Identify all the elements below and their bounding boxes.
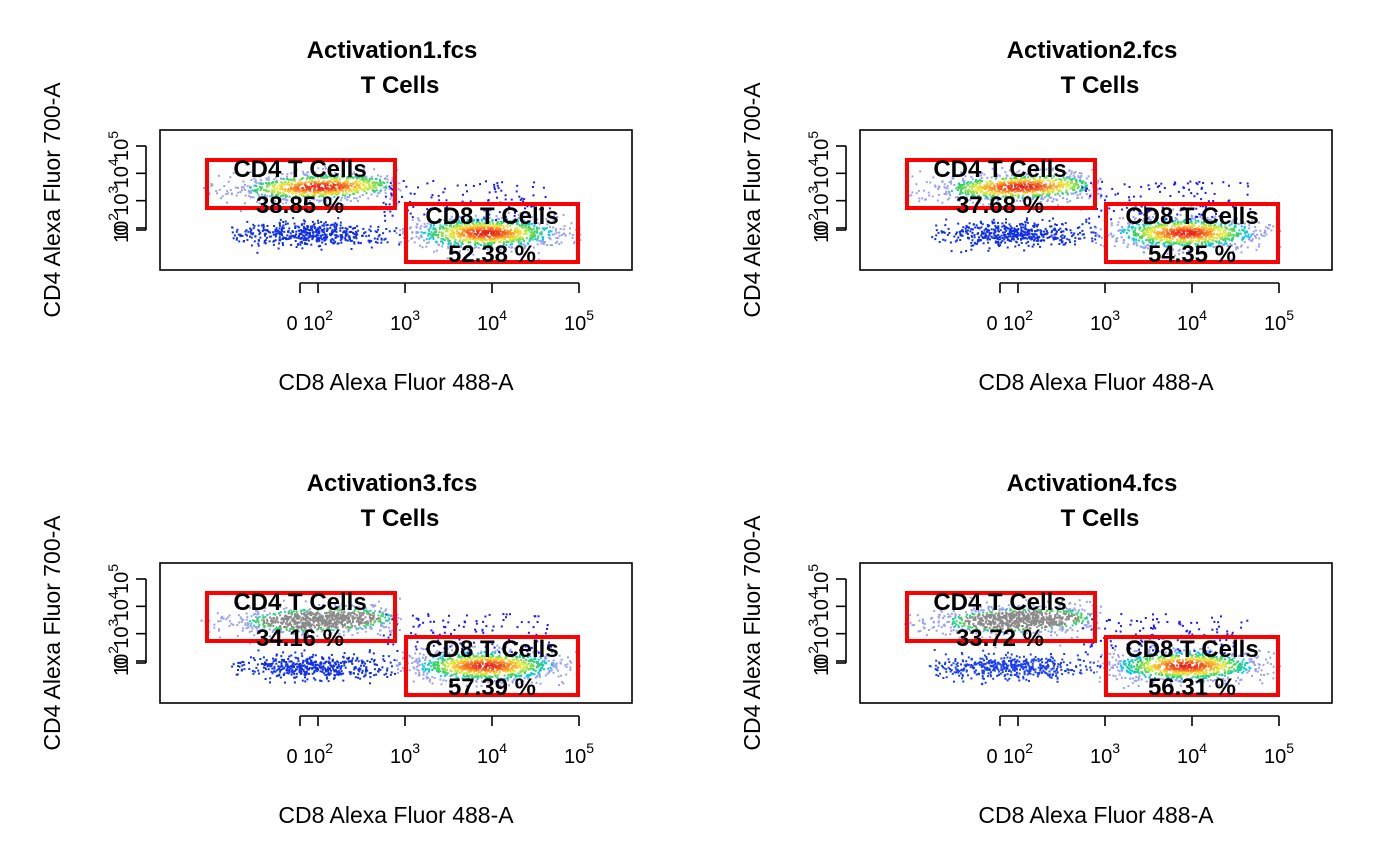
x-tick-label: 104 [1177,740,1207,768]
y-tick-label: 104 [805,158,833,188]
y-tick-label: 104 [105,591,133,621]
panel-title: Activation3.fcs [307,470,478,497]
y-tick-label: 0 [811,657,833,668]
y-tick-label: 102 [105,646,133,676]
gate-percent: 33.72 % [956,625,1044,652]
gate-name: CD4 T Cells [933,589,1066,616]
panel-subtitle: T Cells [361,72,440,99]
x-axis-label: CD8 Alexa Fluor 488-A [278,369,514,395]
gate-cd4 [905,591,1097,643]
y-tick-label: 104 [805,591,833,621]
panel-subtitle: T Cells [361,505,440,532]
panel-subtitle: T Cells [1061,505,1140,532]
x-tick-label: 104 [477,307,507,335]
y-tick-label: 0 [111,224,133,235]
panel-subtitle: T Cells [1061,72,1140,99]
gate-cd8 [404,202,580,264]
gate-name: CD4 T Cells [233,589,366,616]
gate-name: CD8 T Cells [425,636,558,663]
gate-percent: 34.16 % [256,625,344,652]
y-tick-label: 105 [805,564,833,594]
y-tick-label: 105 [805,131,833,161]
gate-cd8 [1104,202,1280,264]
x-tick-label: 105 [564,740,594,768]
gate-cd4 [905,158,1097,210]
gate-name: CD8 T Cells [1125,203,1258,230]
gate-cd4 [205,158,397,210]
plot-frame [159,129,633,271]
y-tick-label: 103 [805,185,833,215]
gate-percent: 57.39 % [448,674,536,701]
y-axis-label: CD4 Alexa Fluor 700-A [39,515,65,751]
y-tick-label: 104 [105,158,133,188]
y-tick-label: 102 [105,213,133,243]
plot-frame [859,129,1333,271]
panel-title: Activation4.fcs [1007,470,1178,497]
gate-percent: 52.38 % [448,241,536,268]
x-tick-label: 105 [564,307,594,335]
gate-percent: 54.35 % [1148,241,1236,268]
x-tick-label: 104 [1177,307,1207,335]
x-tick-label: 0 [986,746,997,768]
panel-title: Activation1.fcs [307,37,478,64]
gate-name: CD8 T Cells [425,203,558,230]
y-axis-label: CD4 Alexa Fluor 700-A [39,82,65,318]
y-axis-label: CD4 Alexa Fluor 700-A [739,82,765,318]
y-tick-label: 102 [805,646,833,676]
y-tick-label: 105 [105,131,133,161]
x-tick-label: 105 [1264,740,1294,768]
x-axis-label: CD8 Alexa Fluor 488-A [978,802,1214,828]
y-tick-label: 0 [111,657,133,668]
x-tick-label: 0 [286,746,297,768]
x-tick-label: 105 [1264,307,1294,335]
x-axis-label: CD8 Alexa Fluor 488-A [278,802,514,828]
gate-cd8 [404,635,580,697]
x-tick-label: 102 [303,307,333,335]
x-axis-label: CD8 Alexa Fluor 488-A [978,369,1214,395]
x-tick-label: 102 [1003,740,1033,768]
panel-title: Activation2.fcs [1007,37,1178,64]
y-tick-label: 103 [105,185,133,215]
density-points [904,165,1282,261]
gate-percent: 37.68 % [956,192,1044,219]
gate-cd8 [1104,635,1280,697]
x-tick-label: 103 [1090,740,1120,768]
y-tick-label: 0 [811,224,833,235]
density-points [200,593,581,688]
gate-cd4 [205,591,397,643]
density-points [203,158,582,261]
plot-frame [159,562,633,704]
x-tick-label: 102 [303,740,333,768]
x-tick-label: 103 [390,307,420,335]
x-tick-label: 103 [390,740,420,768]
y-tick-label: 105 [105,564,133,594]
gate-percent: 38.85 % [256,192,344,219]
gate-name: CD4 T Cells [933,156,1066,183]
gate-percent: 56.31 % [1148,674,1236,701]
x-tick-label: 103 [1090,307,1120,335]
plot-frame [859,562,1333,704]
y-tick-label: 102 [805,213,833,243]
y-tick-label: 103 [105,618,133,648]
x-tick-label: 104 [477,740,507,768]
x-tick-label: 102 [1003,307,1033,335]
gate-name: CD8 T Cells [1125,636,1258,663]
x-tick-label: 0 [286,313,297,335]
gate-name: CD4 T Cells [233,156,366,183]
y-tick-label: 103 [805,618,833,648]
x-tick-label: 0 [986,313,997,335]
y-axis-label: CD4 Alexa Fluor 700-A [739,515,765,751]
